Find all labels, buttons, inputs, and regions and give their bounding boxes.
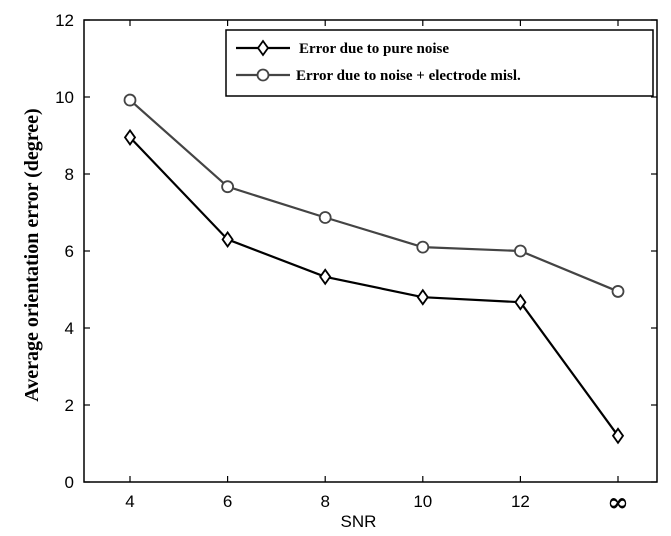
legend-label-pure-noise: Error due to pure noise — [299, 41, 449, 57]
y-tick-label: 8 — [65, 165, 74, 184]
x-tick-label: 10 — [413, 492, 432, 511]
data-point-diamond — [416, 288, 429, 306]
x-axis-label: SNR — [341, 512, 377, 531]
data-point-diamond — [221, 230, 234, 248]
data-point-diamond — [319, 268, 332, 286]
y-axis-label: Average orientation error (degree) — [21, 108, 43, 401]
x-tick-label: ∞ — [607, 488, 629, 518]
series-group — [123, 93, 625, 445]
data-point-diamond — [514, 293, 527, 311]
legend-diamond-marker — [256, 39, 270, 57]
data-point-diamond — [611, 427, 625, 445]
data-point-circle — [416, 240, 430, 254]
x-axis: 4 6 8 10 12 ∞ — [125, 20, 629, 518]
x-tick-label: 8 — [320, 492, 329, 511]
series-line-pure-noise — [129, 136, 619, 437]
y-tick-label: 12 — [55, 11, 74, 30]
y-tick-label: 6 — [65, 242, 74, 261]
legend-label-noise-misl: Error due to noise + electrode misl. — [296, 68, 521, 84]
y-axis: 0 2 4 6 8 10 12 — [55, 11, 657, 492]
y-tick-label: 0 — [65, 473, 74, 492]
x-tick-label: 12 — [511, 492, 530, 511]
data-point-diamond — [123, 128, 137, 146]
legend: Error due to pure noise Error due to noi… — [225, 29, 654, 97]
x-tick-label: 4 — [125, 492, 134, 511]
y-tick-label: 4 — [65, 319, 74, 338]
series-line-noise-misl — [129, 99, 619, 293]
y-tick-label: 10 — [55, 88, 74, 107]
legend-box — [225, 29, 654, 97]
data-point-circle — [221, 180, 235, 194]
data-point-circle — [514, 244, 527, 258]
data-point-circle — [318, 211, 332, 224]
data-point-circle — [611, 285, 625, 298]
y-tick-label: 2 — [65, 396, 74, 415]
legend-circle-marker — [256, 68, 270, 82]
x-tick-label: 6 — [223, 492, 232, 511]
data-point-circle — [123, 93, 137, 107]
